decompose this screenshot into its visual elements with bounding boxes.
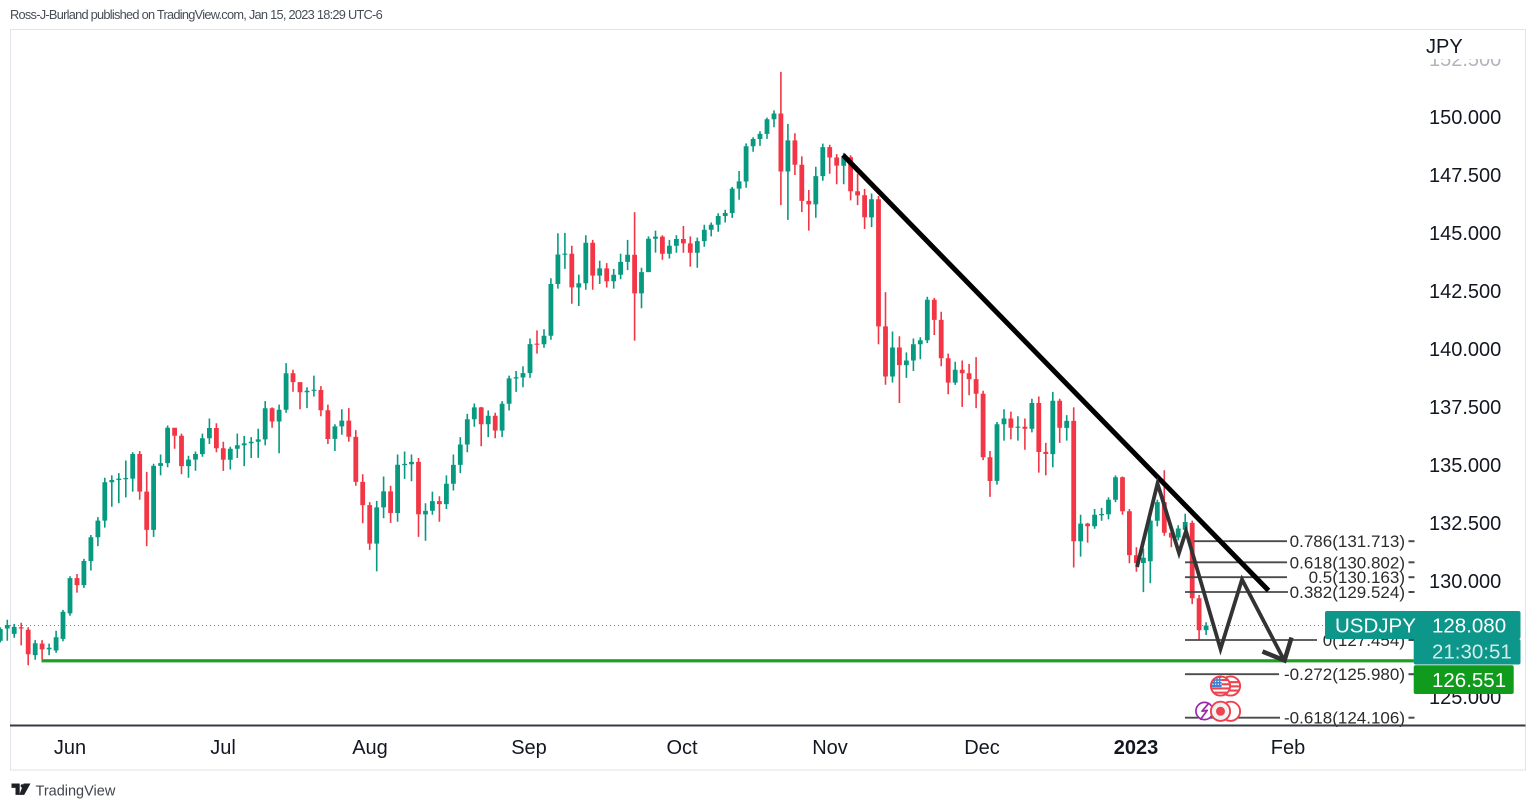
svg-text:132.500: 132.500 (1429, 513, 1501, 535)
svg-text:Aug: Aug (352, 737, 388, 759)
svg-text:140.000: 140.000 (1429, 339, 1501, 361)
svg-text:0.618(130.802): 0.618(130.802) (1290, 553, 1405, 572)
svg-text:Sep: Sep (511, 737, 547, 759)
svg-text:Jun: Jun (54, 737, 86, 759)
svg-text:0.5(130.163): 0.5(130.163) (1309, 568, 1405, 587)
svg-text:Dec: Dec (964, 737, 1000, 759)
svg-text:Feb: Feb (1271, 737, 1305, 759)
svg-text:TradingView: TradingView (36, 784, 116, 800)
svg-text:Jul: Jul (210, 737, 236, 759)
svg-text:147.500: 147.500 (1429, 165, 1501, 187)
svg-text:-0.618(124.106): -0.618(124.106) (1284, 709, 1405, 728)
svg-text:126.551: 126.551 (1432, 669, 1506, 692)
svg-text:21:30:51: 21:30:51 (1432, 641, 1512, 664)
svg-text:0.786(131.713): 0.786(131.713) (1290, 532, 1405, 551)
svg-text:135.000: 135.000 (1429, 455, 1501, 477)
svg-text:0.382(129.524): 0.382(129.524) (1290, 583, 1405, 602)
svg-text:128.080: 128.080 (1432, 615, 1506, 638)
svg-text:Nov: Nov (812, 737, 848, 759)
svg-text:2023: 2023 (1114, 737, 1159, 759)
svg-text:USDJPY: USDJPY (1335, 615, 1416, 638)
svg-text:130.000: 130.000 (1429, 571, 1501, 593)
svg-text:Oct: Oct (666, 737, 698, 759)
svg-text:150.000: 150.000 (1429, 107, 1501, 129)
svg-text:Ross-J-Burland published on Tr: Ross-J-Burland published on TradingView.… (10, 7, 383, 22)
svg-text:145.000: 145.000 (1429, 223, 1501, 245)
svg-text:-0.272(125.980): -0.272(125.980) (1284, 665, 1405, 684)
svg-text:137.500: 137.500 (1429, 397, 1501, 419)
svg-text:JPY: JPY (1426, 36, 1463, 58)
svg-text:142.500: 142.500 (1429, 281, 1501, 303)
